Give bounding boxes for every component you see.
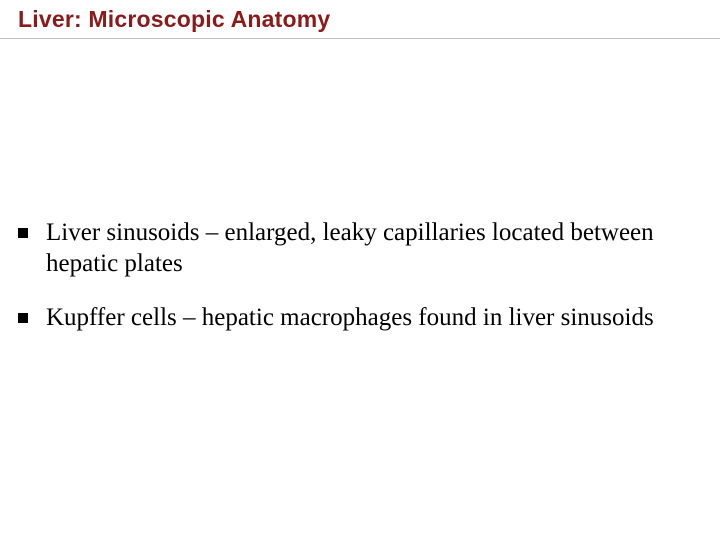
bullet-text: Liver sinusoids – enlarged, leaky capill…	[46, 218, 682, 279]
square-bullet-icon	[18, 313, 28, 323]
slide-title: Liver: Microscopic Anatomy	[18, 6, 330, 33]
square-bullet-icon	[18, 228, 28, 238]
title-underline	[0, 38, 720, 39]
list-item: Kupffer cells – hepatic macrophages foun…	[18, 303, 682, 334]
slide-body: Liver sinusoids – enlarged, leaky capill…	[18, 218, 682, 358]
list-item: Liver sinusoids – enlarged, leaky capill…	[18, 218, 682, 279]
bullet-text: Kupffer cells – hepatic macrophages foun…	[46, 303, 682, 334]
slide: Liver: Microscopic Anatomy Liver sinusoi…	[0, 0, 720, 540]
